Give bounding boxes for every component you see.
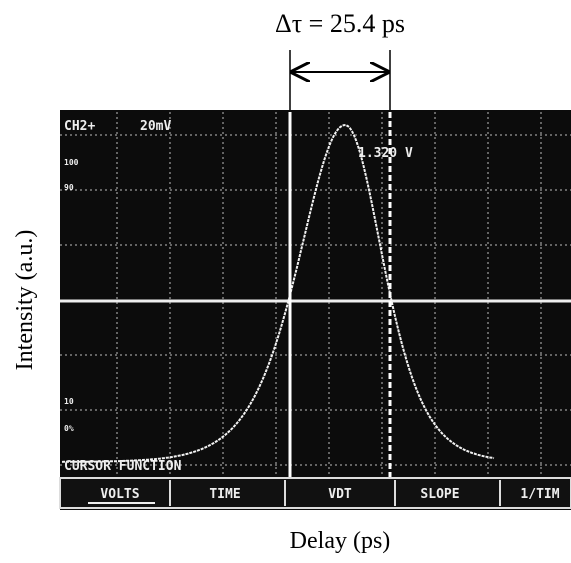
level-label: 90 [64, 183, 74, 192]
channel: CH2+ [64, 119, 95, 134]
menu: VOLTS TIME VDT SLOPE 1/TIM [88, 480, 560, 506]
level-label: 0% [64, 424, 74, 433]
cursor-readout: 1.320 V [358, 146, 413, 161]
annotation: Δτ = 25.4 ps [275, 9, 405, 38]
level-label: 100 [64, 158, 79, 167]
scope-screen [60, 110, 571, 510]
level-label: 10 [64, 397, 74, 406]
menu-item: SLOPE [420, 487, 459, 502]
pulse-trace [61, 124, 495, 463]
menu-item: 1/TIM [520, 487, 559, 502]
graticule [60, 112, 571, 478]
menu-item: TIME [209, 487, 240, 502]
scale: 20mV [140, 119, 171, 134]
menu-item: VOLTS [100, 487, 139, 502]
x-label: Delay (ps) [290, 528, 391, 554]
function-label: CURSOR FUNCTION [64, 459, 182, 474]
y-label: Intensity (a.u.) [12, 230, 38, 371]
menu-item: VDT [328, 487, 352, 502]
